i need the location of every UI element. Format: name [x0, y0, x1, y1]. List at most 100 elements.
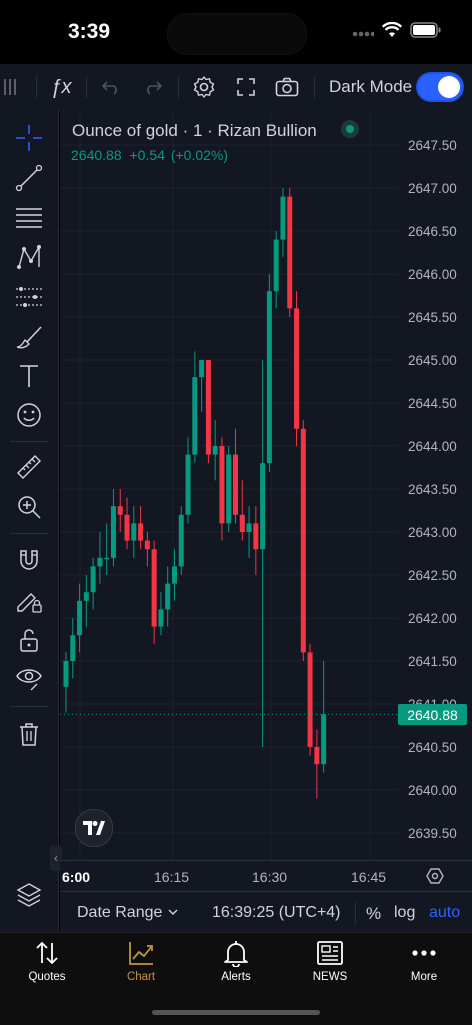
camera-icon[interactable]: [273, 72, 301, 102]
candle[interactable]: [110, 489, 116, 567]
unlock-icon[interactable]: [14, 625, 44, 655]
candle[interactable]: [246, 506, 252, 558]
candle-body: [138, 523, 144, 541]
candle[interactable]: [63, 652, 69, 713]
emoji-icon[interactable]: [14, 400, 44, 430]
candle[interactable]: [90, 557, 96, 610]
candle[interactable]: [253, 506, 259, 575]
trash-icon[interactable]: [14, 719, 44, 749]
candle[interactable]: [307, 643, 313, 756]
legend-change-pct: (+0.02%): [170, 147, 229, 163]
sort-arrows-icon: [36, 941, 58, 965]
tab-alerts[interactable]: Alerts: [196, 939, 276, 983]
trend-line-icon[interactable]: [14, 163, 44, 193]
pattern-icon[interactable]: [14, 242, 44, 272]
candle[interactable]: [117, 489, 123, 532]
candle[interactable]: [178, 506, 184, 575]
candle[interactable]: [144, 532, 150, 567]
tab-quotes[interactable]: Quotes: [7, 939, 87, 983]
indicators-button[interactable]: ƒx: [50, 75, 72, 98]
tab-more[interactable]: More: [384, 939, 464, 983]
symbol-legend-title[interactable]: Ounce of gold · 1 · Rizan Bullion: [72, 121, 317, 140]
wifi-icon: [381, 21, 403, 43]
candle-body: [280, 196, 286, 240]
collapse-toolbar-chevron-icon[interactable]: ‹: [50, 845, 62, 871]
candle[interactable]: [83, 575, 89, 627]
candle[interactable]: [151, 540, 157, 644]
home-indicator: [152, 1010, 320, 1015]
redo-icon[interactable]: [140, 72, 166, 102]
magnet-icon[interactable]: [14, 546, 44, 576]
candle-body: [144, 540, 150, 550]
tab-chart[interactable]: Chart: [101, 939, 181, 983]
candle-body: [294, 308, 300, 429]
candle[interactable]: [280, 188, 286, 257]
fullscreen-icon[interactable]: [232, 72, 260, 102]
prediction-icon[interactable]: [14, 282, 44, 312]
price-axis-label: 2642.50: [408, 568, 457, 583]
percent-scale-toggle[interactable]: %: [366, 904, 382, 923]
candle[interactable]: [219, 437, 225, 541]
text-tool-icon[interactable]: [14, 361, 44, 391]
ruler-icon[interactable]: [14, 452, 44, 482]
candle[interactable]: [294, 291, 300, 446]
undo-icon[interactable]: [98, 72, 124, 102]
candle[interactable]: [321, 661, 327, 773]
candle[interactable]: [77, 583, 83, 653]
settings-gear-icon[interactable]: [190, 72, 218, 102]
candle[interactable]: [205, 360, 211, 464]
axis-settings-icon[interactable]: [426, 867, 444, 890]
candle[interactable]: [212, 420, 218, 481]
price-axis-label: 2643.50: [408, 482, 457, 497]
dark-mode-toggle[interactable]: [416, 72, 464, 102]
tradingview-logo-icon[interactable]: [75, 809, 113, 847]
tab-news[interactable]: NEWS: [290, 939, 370, 983]
legend-last-price: 2640.88: [71, 147, 122, 163]
candle[interactable]: [300, 420, 306, 661]
visibility-eye-icon[interactable]: [14, 663, 44, 693]
log-scale-toggle[interactable]: log: [394, 904, 416, 921]
candle-body: [205, 360, 211, 455]
candle[interactable]: [314, 729, 320, 799]
candle-body: [226, 454, 232, 524]
candle-body: [70, 635, 76, 661]
date-range-button[interactable]: Date Range: [77, 904, 179, 922]
candle[interactable]: [124, 497, 130, 550]
price-axis-label: 2642.00: [408, 611, 457, 626]
lock-drawing-icon[interactable]: [14, 585, 44, 615]
chart-pane[interactable]: 2647.50 2647.00 2646.50 2646.00 2645.50 2645.…: [60, 110, 472, 860]
candlestick-chart[interactable]: 2647.50 2647.00 2646.50 2646.00 2645.50 2645.…: [60, 110, 472, 860]
candle[interactable]: [233, 428, 238, 524]
crosshair-icon[interactable]: [14, 123, 44, 153]
candle[interactable]: [158, 592, 164, 636]
candle[interactable]: [266, 274, 272, 472]
candle[interactable]: [138, 506, 144, 550]
candle[interactable]: [287, 188, 293, 317]
candle[interactable]: [97, 532, 103, 584]
drag-handle-icon[interactable]: [0, 72, 20, 102]
clock-timezone[interactable]: 16:39:25 (UTC+4): [212, 904, 341, 921]
candle[interactable]: [70, 618, 76, 679]
candle[interactable]: [192, 351, 198, 464]
fib-retracement-icon[interactable]: [14, 202, 44, 232]
auto-scale-toggle[interactable]: auto: [429, 904, 461, 921]
market-status-dot-icon[interactable]: [341, 120, 359, 138]
chart-bottom-bar: Date Range 16:39:25 (UTC+4) % log auto: [60, 891, 472, 933]
candle[interactable]: [171, 549, 177, 601]
candle[interactable]: [239, 480, 245, 541]
brush-icon[interactable]: [14, 322, 44, 352]
price-axis-label: 2639.50: [408, 826, 457, 841]
candle[interactable]: [273, 231, 279, 309]
candle[interactable]: [226, 446, 232, 532]
candle[interactable]: [104, 523, 110, 575]
tab-label: Chart: [126, 971, 156, 983]
candle[interactable]: [260, 360, 266, 747]
candle[interactable]: [199, 360, 205, 412]
candle[interactable]: [131, 506, 137, 558]
zoom-in-icon[interactable]: [14, 492, 44, 522]
candle[interactable]: [165, 566, 171, 627]
candle[interactable]: [185, 437, 191, 524]
time-axis[interactable]: 6:00 16:15 16:30 16:45: [60, 860, 472, 891]
status-icons: [352, 21, 442, 43]
object-tree-layers-icon[interactable]: [14, 880, 44, 910]
